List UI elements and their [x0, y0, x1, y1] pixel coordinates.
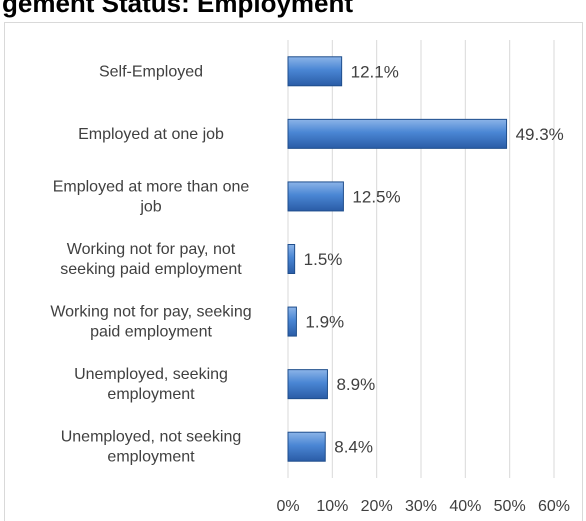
data-label: 12.1% — [351, 62, 399, 81]
x-tick-label: 30% — [405, 498, 437, 515]
chart-title: gement Status: Employment — [2, 0, 354, 18]
data-label: 12.5% — [352, 187, 400, 206]
category-label: Unemployed, seeking employment — [74, 366, 228, 403]
bar — [287, 306, 297, 337]
category-label: Employed at more than one job — [53, 178, 250, 215]
data-label: 1.5% — [304, 250, 343, 269]
category-label-line: Working not for pay, seeking — [50, 304, 251, 321]
category-label-line: Unemployed, seeking — [74, 366, 228, 383]
x-tick-label: 50% — [494, 498, 526, 515]
category-label-line: Working not for pay, not — [67, 241, 236, 258]
bar — [287, 118, 508, 149]
category-label-line: seeking paid employment — [60, 261, 242, 278]
value-labels: 12.1% 49.3% 12.5% 1.5% 1.9% 8.9% 8.4% — [304, 62, 564, 456]
data-label: 49.3% — [516, 125, 564, 144]
category-label: Self-Employed — [99, 63, 203, 80]
bar — [287, 181, 344, 212]
bar — [287, 244, 296, 274]
category-label-line: employment — [107, 386, 195, 403]
data-label: 8.4% — [334, 438, 373, 457]
category-label-line: Self-Employed — [99, 63, 203, 80]
category-label: Unemployed, not seeking employment — [61, 429, 242, 466]
data-label: 1.9% — [305, 313, 344, 332]
x-tick-label: 40% — [449, 498, 481, 515]
bar — [287, 369, 328, 400]
x-tick-label: 20% — [361, 498, 393, 515]
category-label-line: job — [139, 198, 161, 215]
category-label: Working not for pay, not seeking paid emp… — [60, 241, 242, 278]
category-label-line: Unemployed, not seeking — [61, 429, 242, 446]
x-axis-ticks: 0% 10% 20% 30% 40% 50% 60% — [276, 498, 570, 515]
x-tick-label: 10% — [316, 498, 348, 515]
category-label: Working not for pay, seeking paid employm… — [50, 304, 251, 341]
data-label: 8.9% — [336, 375, 375, 394]
bar — [287, 431, 326, 462]
bars — [287, 56, 508, 462]
category-labels: Self-Employed Employed at one job Employed… — [50, 63, 251, 465]
category-label: Employed at one job — [78, 126, 224, 143]
x-tick-label: 0% — [276, 498, 299, 515]
category-label-line: paid employment — [90, 324, 212, 341]
x-tick-label: 60% — [538, 498, 570, 515]
category-label-line: employment — [107, 449, 195, 466]
category-label-line: Employed at more than one — [53, 178, 250, 195]
category-label-line: Employed at one job — [78, 126, 224, 143]
bar — [287, 56, 343, 87]
